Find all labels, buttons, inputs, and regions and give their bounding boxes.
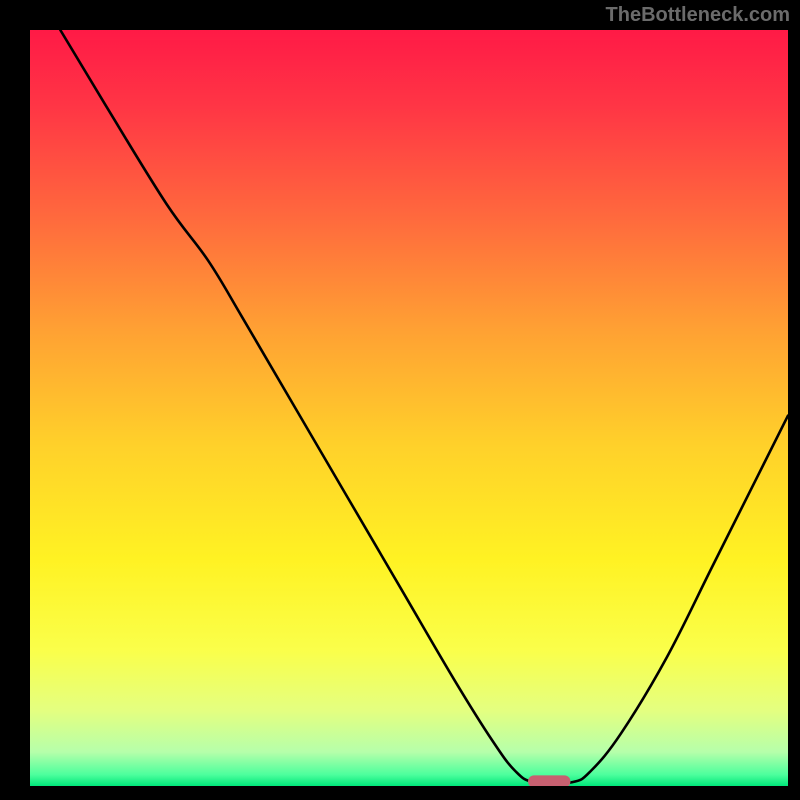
watermark-text: TheBottleneck.com	[606, 4, 790, 27]
optimal-marker	[528, 775, 570, 787]
frame-left	[0, 0, 30, 800]
plot-background	[30, 30, 788, 786]
frame-bottom	[0, 786, 800, 800]
chart-container: TheBottleneck.com	[0, 0, 800, 800]
frame-right	[788, 0, 800, 800]
bottleneck-chart	[0, 0, 800, 800]
